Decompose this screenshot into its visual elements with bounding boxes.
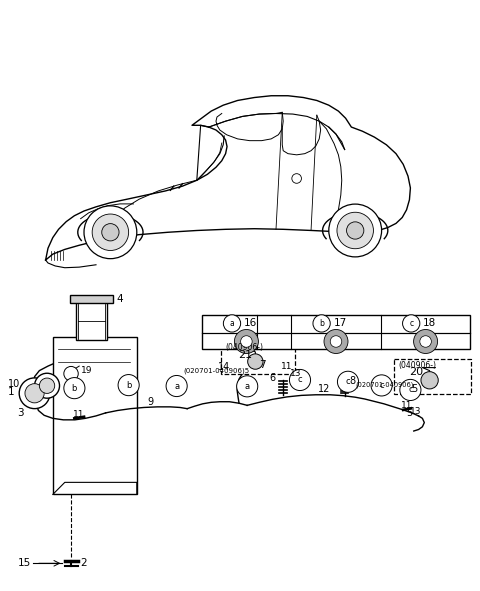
Text: (020701-040906): (020701-040906) bbox=[355, 382, 414, 388]
Circle shape bbox=[420, 336, 432, 348]
Circle shape bbox=[64, 378, 85, 399]
Text: 15: 15 bbox=[18, 558, 31, 569]
Text: 9: 9 bbox=[147, 397, 154, 407]
Text: 2: 2 bbox=[81, 558, 87, 569]
Circle shape bbox=[19, 378, 50, 408]
Text: 8: 8 bbox=[349, 376, 356, 386]
Text: c: c bbox=[379, 381, 384, 390]
Text: b: b bbox=[126, 381, 132, 389]
Circle shape bbox=[240, 336, 252, 348]
Text: (040906-): (040906-) bbox=[398, 361, 436, 370]
Bar bbox=[70, 295, 113, 303]
Circle shape bbox=[118, 375, 139, 396]
Bar bbox=[53, 337, 137, 495]
Circle shape bbox=[330, 336, 342, 348]
Text: a: a bbox=[245, 382, 250, 391]
Bar bbox=[76, 301, 107, 340]
Text: 4: 4 bbox=[116, 294, 123, 304]
Circle shape bbox=[414, 330, 438, 353]
Text: 20: 20 bbox=[409, 367, 424, 377]
Text: 11: 11 bbox=[401, 401, 413, 410]
Circle shape bbox=[403, 315, 420, 332]
Text: 13: 13 bbox=[290, 369, 302, 378]
Circle shape bbox=[324, 330, 348, 353]
Circle shape bbox=[371, 375, 392, 396]
Circle shape bbox=[289, 369, 311, 391]
Circle shape bbox=[292, 174, 301, 183]
Text: 11: 11 bbox=[73, 410, 85, 419]
Text: 16: 16 bbox=[244, 319, 257, 329]
Text: 21: 21 bbox=[238, 350, 252, 360]
Text: 18: 18 bbox=[423, 319, 436, 329]
Text: 19: 19 bbox=[81, 366, 92, 375]
Circle shape bbox=[313, 315, 330, 332]
Circle shape bbox=[337, 212, 373, 249]
Text: 17: 17 bbox=[334, 319, 347, 329]
Circle shape bbox=[166, 375, 187, 397]
Text: 7: 7 bbox=[259, 360, 266, 370]
Text: b: b bbox=[319, 319, 324, 328]
Circle shape bbox=[234, 330, 258, 353]
Circle shape bbox=[92, 214, 129, 251]
Text: 13: 13 bbox=[410, 407, 422, 416]
Circle shape bbox=[400, 379, 421, 401]
Text: c: c bbox=[408, 385, 413, 394]
Circle shape bbox=[329, 204, 382, 257]
Circle shape bbox=[35, 374, 60, 398]
Text: c: c bbox=[346, 377, 350, 387]
Circle shape bbox=[248, 354, 263, 369]
Text: 11: 11 bbox=[281, 362, 293, 372]
Text: 14: 14 bbox=[218, 362, 230, 372]
Circle shape bbox=[421, 372, 438, 389]
Bar bbox=[394, 359, 471, 394]
Text: 5: 5 bbox=[411, 384, 417, 394]
Text: b: b bbox=[72, 384, 77, 392]
Text: c: c bbox=[409, 319, 413, 328]
Circle shape bbox=[223, 315, 240, 332]
Text: c: c bbox=[298, 375, 302, 385]
Text: 12: 12 bbox=[318, 384, 330, 394]
Circle shape bbox=[237, 376, 258, 397]
Text: 10: 10 bbox=[8, 379, 20, 389]
Circle shape bbox=[84, 206, 137, 259]
Text: a: a bbox=[174, 382, 179, 391]
Bar bbox=[202, 315, 470, 349]
Circle shape bbox=[347, 222, 364, 239]
Circle shape bbox=[337, 371, 359, 392]
Text: (020701-040906)5: (020701-040906)5 bbox=[183, 368, 250, 374]
Text: 1: 1 bbox=[8, 387, 14, 397]
Circle shape bbox=[25, 384, 44, 403]
Circle shape bbox=[64, 366, 78, 381]
Text: a: a bbox=[229, 319, 234, 328]
Circle shape bbox=[39, 378, 55, 394]
Text: 5: 5 bbox=[407, 408, 413, 418]
Bar bbox=[221, 342, 295, 374]
Text: (040906-): (040906-) bbox=[226, 343, 264, 352]
Circle shape bbox=[102, 223, 119, 241]
Text: 3: 3 bbox=[17, 408, 24, 418]
Text: 6: 6 bbox=[270, 374, 276, 384]
